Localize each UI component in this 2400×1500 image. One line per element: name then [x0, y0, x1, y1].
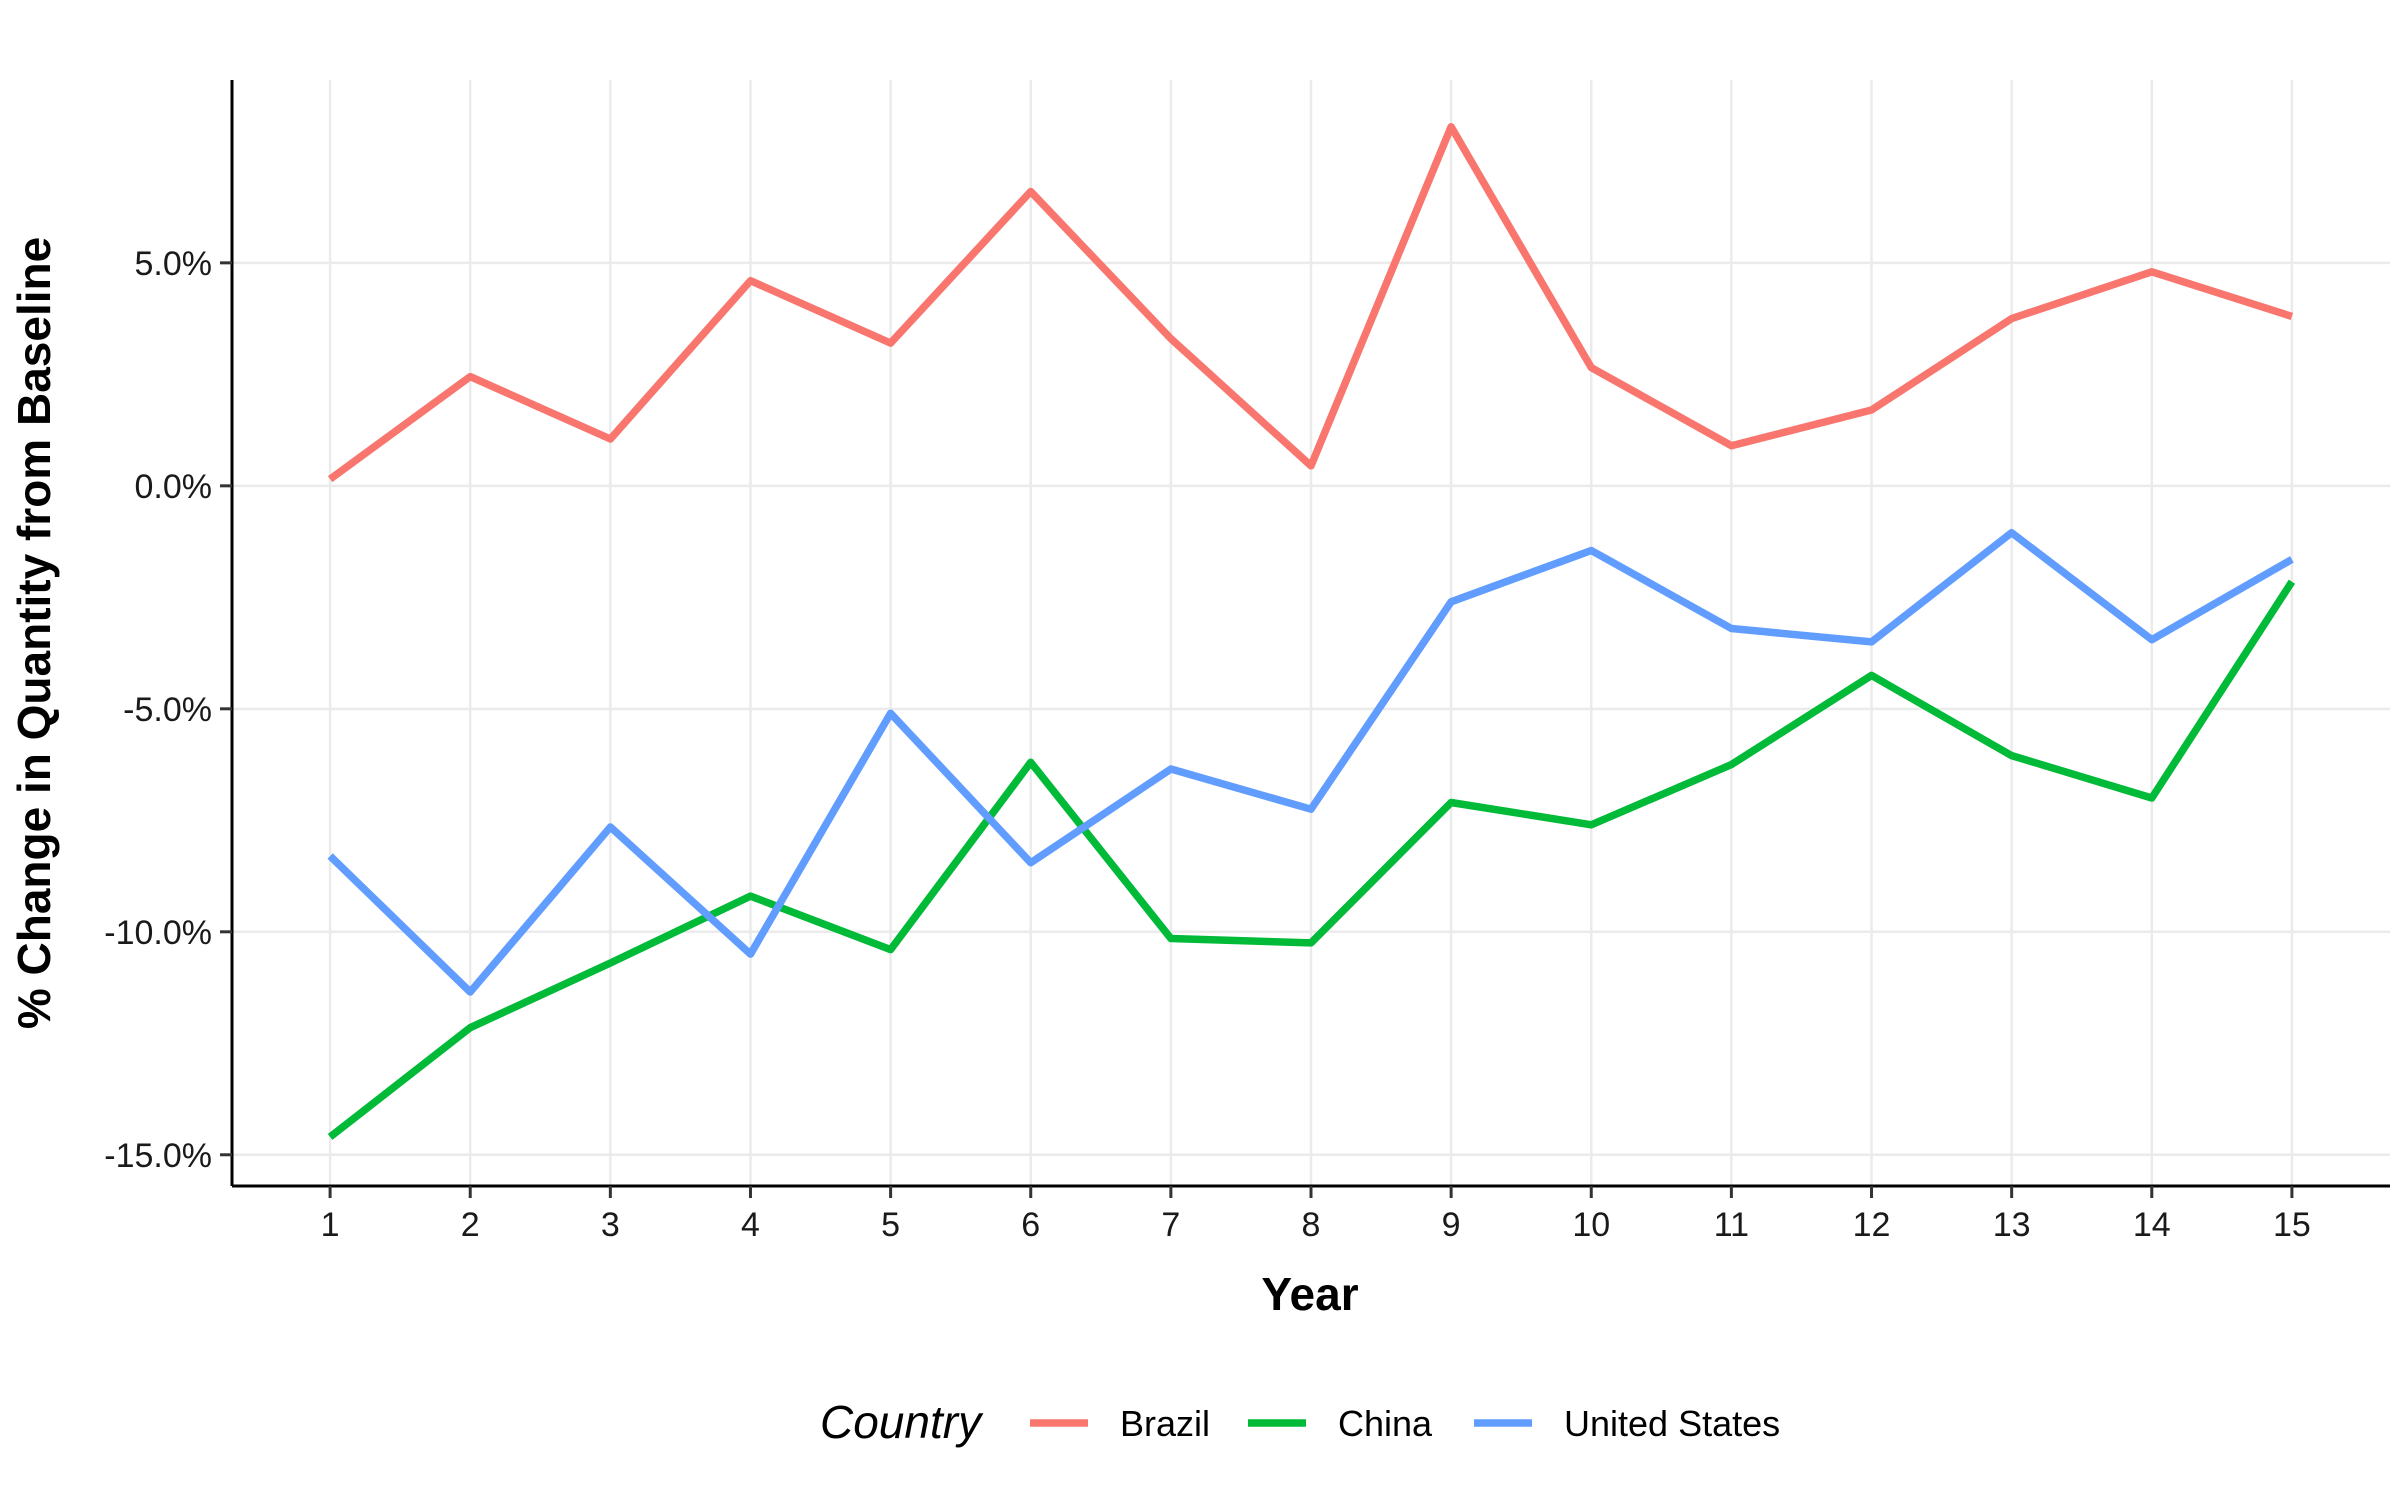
- x-tick-label: 6: [1021, 1206, 1040, 1244]
- x-tick-label: 9: [1442, 1206, 1461, 1244]
- x-tick-label: 7: [1161, 1206, 1180, 1244]
- series-line-united-states: [327, 528, 2294, 996]
- y-ticks: 5.0% 0.0% -5.0% -10.0% -15.0%: [104, 245, 232, 1175]
- y-axis-title: % Change in Quantity from Baseline: [8, 237, 60, 1029]
- y-tick-label: -5.0%: [123, 691, 212, 729]
- legend-label-brazil: Brazil: [1120, 1403, 1210, 1444]
- x-tick-label: 11: [1714, 1206, 1749, 1244]
- x-tick-label: 5: [881, 1206, 900, 1244]
- y-tick-label: 0.0%: [135, 468, 213, 506]
- x-tick-label: 1: [321, 1206, 340, 1244]
- y-tick-label: -10.0%: [104, 914, 212, 952]
- y-tick-label: 5.0%: [135, 245, 213, 283]
- x-tick-label: 8: [1302, 1206, 1321, 1244]
- legend-label-china: China: [1338, 1403, 1433, 1444]
- x-tick-label: 13: [1993, 1206, 2031, 1244]
- series-lines: [327, 123, 2296, 1140]
- x-tick-label: 14: [2133, 1206, 2171, 1244]
- legend-label-united-states: United States: [1564, 1403, 1780, 1444]
- legend-title: Country: [820, 1396, 984, 1448]
- x-tick-label: 2: [461, 1206, 480, 1244]
- x-ticks: 1 2 3 4 5 6 7 8 9 10 11 12 13 14 15: [321, 1186, 2311, 1244]
- x-tick-label: 10: [1572, 1206, 1610, 1244]
- x-tick-label: 12: [1853, 1206, 1891, 1244]
- x-tick-label: 4: [741, 1206, 760, 1244]
- gridlines: [232, 80, 2390, 1186]
- series-line-brazil: [327, 123, 2294, 483]
- y-tick-label: -15.0%: [104, 1137, 212, 1175]
- series-line-china: [327, 579, 2296, 1140]
- x-tick-label: 3: [601, 1206, 620, 1244]
- x-axis-title: Year: [1261, 1268, 1358, 1320]
- x-tick-label: 15: [2273, 1206, 2311, 1244]
- legend: Country Brazil China United States: [820, 1396, 1780, 1448]
